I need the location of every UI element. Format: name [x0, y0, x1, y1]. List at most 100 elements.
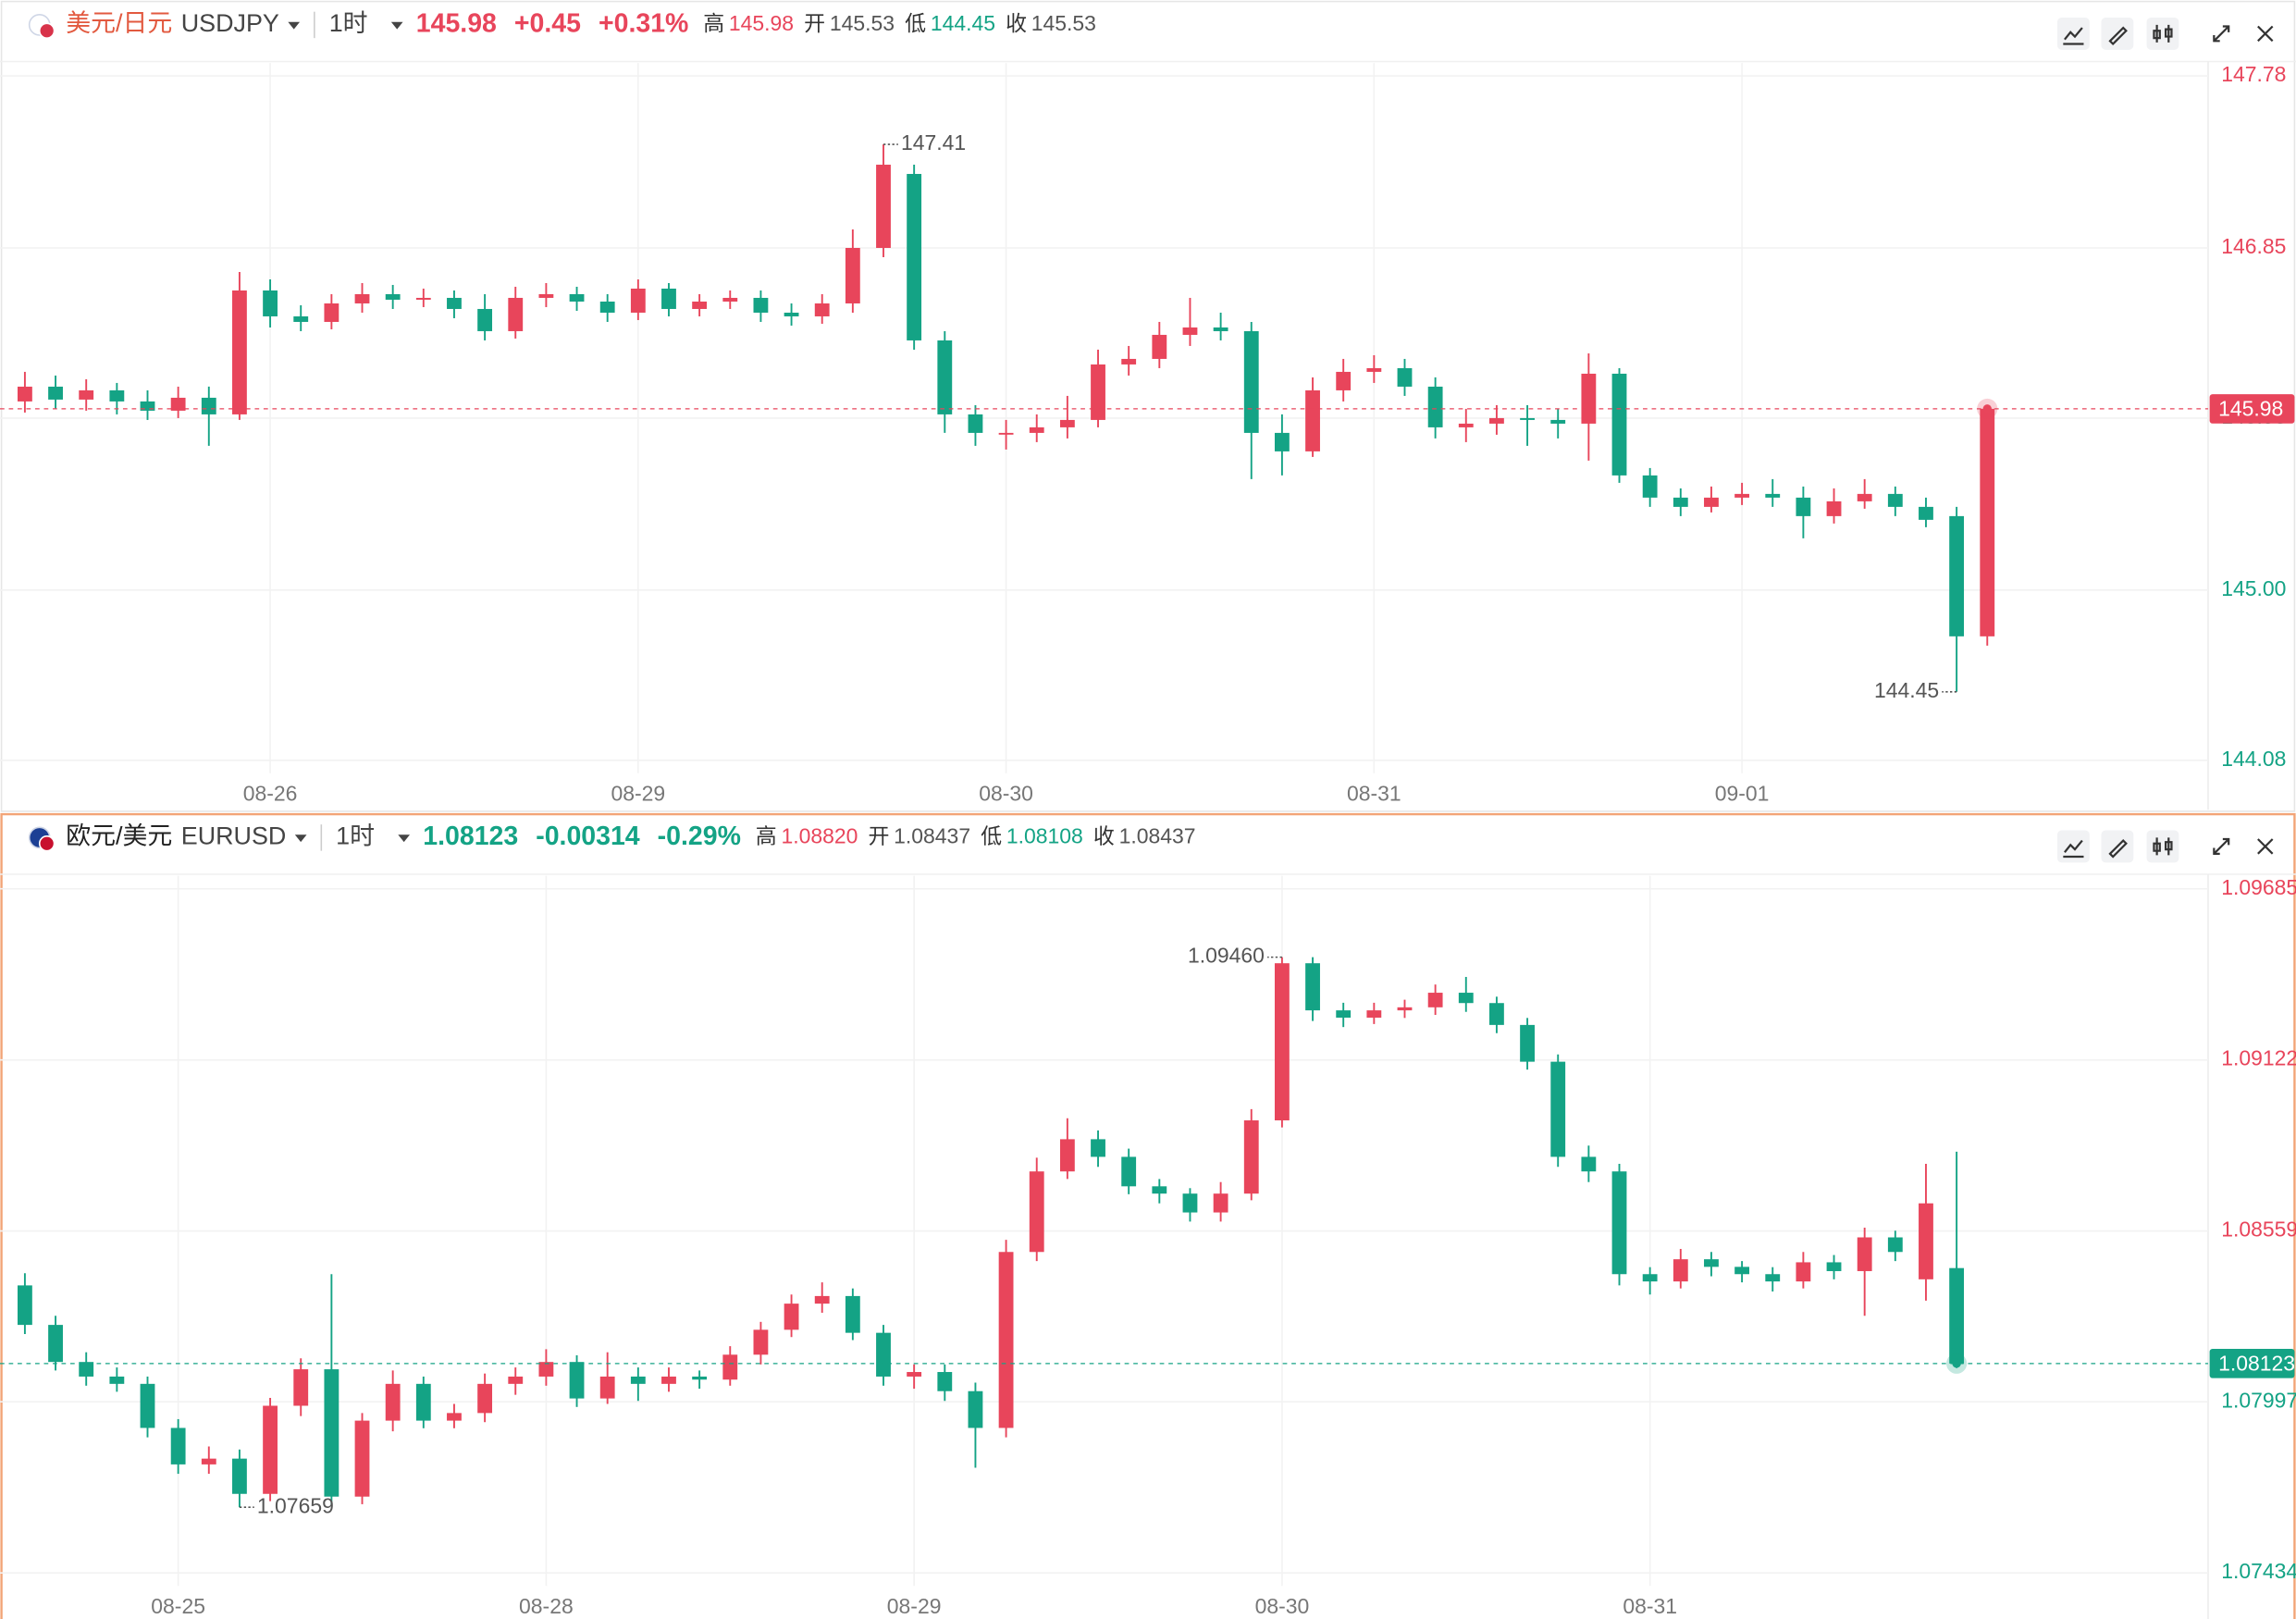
quote-change-pct: +0.31% — [599, 8, 688, 38]
interval-dropdown[interactable] — [398, 834, 411, 843]
candle-body — [1397, 367, 1413, 387]
toolbar-icon[interactable] — [2108, 26, 2128, 46]
candle-body — [1704, 1259, 1719, 1267]
candle-body — [1704, 497, 1719, 507]
candle-body — [1796, 1262, 1811, 1282]
candle-body — [477, 1383, 493, 1414]
x-tick-label: 08-25 — [151, 1594, 205, 1618]
candle-body — [354, 1420, 370, 1497]
stat-value: 144.45 — [931, 11, 995, 35]
candle-body — [1642, 475, 1658, 498]
last-price-label: 1.08123 — [2218, 1351, 2295, 1375]
candle-body — [1949, 515, 1965, 636]
chart-panel: 1.09685 1.09122 1.08559 1.07997 1.07434 08-25… — [0, 812, 2296, 1619]
candle-body — [1887, 1237, 1903, 1253]
candle-body — [876, 165, 891, 248]
candle-body — [1121, 1156, 1137, 1187]
candle-body — [1059, 1139, 1075, 1172]
candle-body — [477, 308, 493, 331]
candle-body — [293, 1369, 309, 1406]
last-price-label: 145.98 — [2218, 397, 2283, 421]
x-tick-label: 08-29 — [887, 1594, 942, 1618]
symbol-name: 美元/日元 — [66, 9, 172, 37]
candle-body — [1152, 1186, 1167, 1194]
candle-body — [201, 397, 216, 414]
symbol-dropdown[interactable] — [294, 834, 307, 843]
candle-body — [937, 340, 953, 414]
toolbar-icon[interactable] — [2213, 25, 2230, 43]
x-tick-label: 09-01 — [1715, 782, 1770, 806]
candle-body — [722, 297, 738, 302]
symbol-code: EURUSD — [181, 822, 287, 850]
candle-body — [1182, 1193, 1198, 1213]
candle-body — [1243, 1120, 1259, 1194]
panel-frame — [0, 812, 2296, 1619]
candle-body — [569, 1362, 585, 1399]
quote-price: 145.98 — [416, 8, 497, 38]
toolbar-icon[interactable] — [2153, 837, 2173, 856]
candle-body — [1458, 423, 1474, 427]
y-tick-label: 1.07434 — [2221, 1559, 2296, 1583]
toolbar-icon[interactable] — [2153, 24, 2173, 43]
candle-body — [263, 290, 278, 316]
stat-label: 高 — [756, 823, 777, 847]
candle-body — [814, 303, 830, 316]
candle-body — [661, 1376, 676, 1384]
candle-body — [324, 1369, 339, 1497]
candle-body — [48, 386, 63, 400]
candle-body — [1489, 417, 1504, 424]
candle-body — [170, 1427, 186, 1465]
toolbar-icon[interactable] — [2213, 837, 2230, 855]
toolbar-button[interactable] — [2146, 830, 2179, 863]
candle-body — [508, 297, 524, 331]
candle-body — [1520, 417, 1535, 420]
toolbar-icon[interactable] — [2257, 25, 2274, 43]
candle-body — [1274, 432, 1290, 451]
toolbar-icon[interactable] — [2063, 27, 2084, 45]
stat-label: 开 — [868, 823, 889, 847]
toolbar-icon[interactable] — [2257, 838, 2274, 855]
y-tick-label: 1.08559 — [2221, 1217, 2296, 1242]
quote-change: +0.45 — [514, 8, 581, 38]
candle-body — [354, 293, 370, 303]
extreme-label: 147.41 — [901, 130, 966, 154]
toolbar-button[interactable] — [2146, 17, 2179, 50]
last-price-dot — [1952, 1359, 1961, 1368]
candle-body — [1366, 1010, 1382, 1018]
last-price-tag — [2209, 1348, 2295, 1378]
candle-body — [907, 174, 922, 340]
y-tick-label: 144.08 — [2221, 747, 2286, 771]
toolbar-icon[interactable] — [2108, 839, 2128, 859]
extreme-label: 1.09460 — [1188, 944, 1265, 968]
x-tick-label: 08-29 — [611, 782, 665, 806]
y-tick-label: 1.09685 — [2221, 875, 2296, 899]
candle-body — [1274, 963, 1290, 1121]
candle-body — [1796, 497, 1811, 516]
quote-change: -0.00314 — [536, 822, 640, 851]
x-tick-label: 08-30 — [979, 782, 1033, 806]
candle-body — [232, 1458, 247, 1494]
candle-body — [661, 288, 676, 309]
candle-body — [79, 1362, 94, 1377]
quote-change-pct: -0.29% — [658, 822, 741, 851]
candle-body — [508, 1376, 524, 1384]
candle-body — [1182, 327, 1198, 335]
candle-body — [876, 1332, 891, 1377]
candle-body — [1059, 419, 1075, 427]
candle-body — [385, 293, 401, 300]
chart-panel: 147.78146.85145.93145.00144.0808-2608-29… — [0, 0, 2296, 812]
candle-body — [569, 293, 585, 302]
symbol-dropdown[interactable] — [288, 21, 301, 30]
toolbar-button[interactable] — [2056, 830, 2090, 863]
candle-body — [48, 1325, 63, 1363]
candle-body — [1919, 506, 1933, 520]
stat-value: 1.08437 — [894, 823, 970, 847]
interval-dropdown[interactable] — [390, 21, 403, 30]
toolbar-icon[interactable] — [2063, 839, 2084, 859]
candle-body — [324, 303, 339, 322]
candle-body — [1427, 993, 1443, 1007]
toolbar-button[interactable] — [2056, 17, 2090, 50]
y-tick-label: 1.09122 — [2221, 1046, 2296, 1070]
stat-label: 高 — [703, 11, 724, 35]
